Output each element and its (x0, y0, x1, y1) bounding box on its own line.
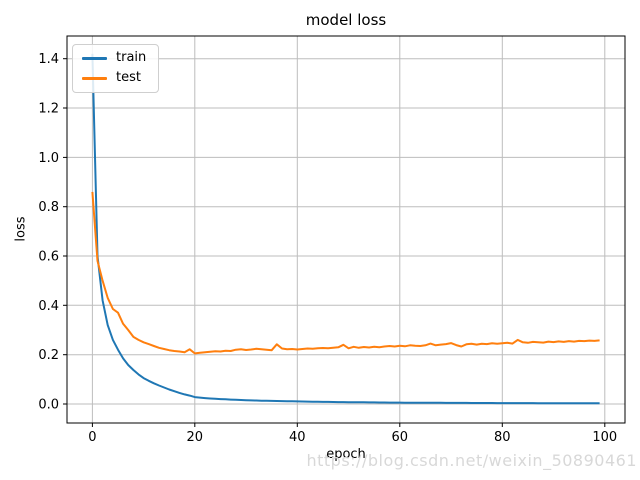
watermark: https://blog.csdn.net/weixin_50890461 (306, 451, 637, 470)
x-axis-label: epoch (326, 447, 366, 462)
legend: train test (72, 44, 160, 93)
x-tick-label: 80 (494, 430, 511, 445)
y-tick-label: 1.0 (38, 151, 59, 166)
x-tick-label: 100 (592, 430, 617, 445)
x-tick-label: 40 (289, 430, 306, 445)
train-line (91, 53, 600, 405)
y-tick-label: 1.2 (38, 102, 59, 117)
train-line-swatch (82, 56, 107, 60)
y-tick-label: 0.0 (38, 398, 59, 413)
legend-item-test: test (82, 70, 146, 86)
y-tick-label: 0.2 (38, 348, 59, 363)
x-tick-label: 60 (392, 430, 409, 445)
y-tick-label: 0.6 (38, 250, 59, 265)
legend-item-train: train (82, 50, 147, 65)
legend-label-train: train (116, 50, 147, 65)
y-tick-label: 0.8 (38, 200, 59, 215)
y-axis-label: loss (13, 216, 29, 242)
x-tick-label: 20 (187, 430, 204, 445)
y-tick-label: 1.4 (38, 52, 59, 67)
x-tick-label: 0 (88, 430, 96, 445)
chart-title: model loss (305, 11, 387, 29)
test-line-swatch (82, 76, 107, 80)
axes-frame (66, 35, 626, 424)
legend-label-test: test (116, 70, 141, 86)
test-line (91, 191, 600, 355)
y-tick-label: 0.4 (38, 299, 59, 314)
